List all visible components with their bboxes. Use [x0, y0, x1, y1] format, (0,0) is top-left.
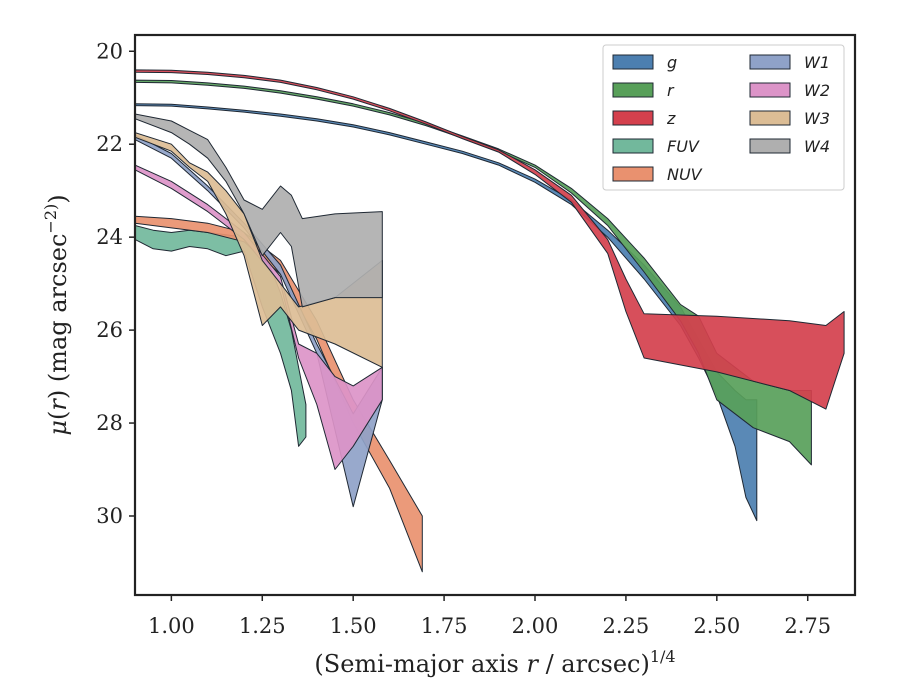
- y-tick-label: 24: [96, 225, 123, 249]
- legend-label: W3: [804, 109, 830, 128]
- legend-label: W1: [804, 53, 830, 72]
- x-tick-label: 1.00: [148, 614, 195, 638]
- legend: grz FUV NUV W1 W2 W3 W4: [602, 44, 845, 191]
- y-axis-label: μ(r) (mag arcsec−2)): [41, 194, 72, 435]
- x-tick-label: 2.00: [512, 614, 559, 638]
- legend-swatch: [612, 110, 654, 126]
- legend-label: g: [667, 53, 677, 72]
- legend-swatch: [612, 166, 654, 182]
- x-tick-label: 1.25: [239, 614, 286, 638]
- legend-label: z: [666, 109, 676, 128]
- band-w3: [135, 132, 383, 368]
- y-tick-label: 20: [96, 39, 123, 63]
- x-tick-label: 1.75: [421, 614, 468, 638]
- x-tick-label: 1.50: [330, 614, 377, 638]
- legend-swatch: [749, 110, 791, 126]
- series-layer: [135, 69, 845, 573]
- legend-swatch: [749, 82, 791, 98]
- legend-swatch: [612, 138, 654, 154]
- y-tick-label: 22: [96, 132, 123, 156]
- x-tick-label: 2.25: [603, 614, 650, 638]
- band-z: [135, 69, 845, 410]
- y-tick-label: 28: [96, 411, 123, 435]
- legend-label: FUV: [667, 137, 700, 156]
- legend-swatch: [749, 138, 791, 154]
- legend-swatch: [612, 82, 654, 98]
- legend-swatch: [612, 54, 654, 70]
- legend-swatch: [749, 54, 791, 70]
- plot-frame: [133, 33, 857, 597]
- legend-label: NUV: [667, 165, 703, 184]
- band-g: [135, 103, 758, 522]
- legend-label: r: [667, 81, 675, 100]
- band-r: [135, 79, 812, 466]
- y-tick-label: 30: [96, 504, 123, 528]
- legend-box: [602, 44, 845, 191]
- legend-label: W2: [804, 81, 830, 100]
- x-tick-label: 2.50: [693, 614, 740, 638]
- x-tick-label: 2.75: [784, 614, 831, 638]
- x-axis-label: (Semi-major axis r / arcsec)1/4: [314, 647, 675, 678]
- y-tick-label: 26: [96, 318, 123, 342]
- band-w4: [135, 113, 383, 308]
- legend-label: W4: [804, 137, 830, 156]
- axes-layer: 1.00 1.25 1.50 1.75 2.00 2.25 2.50 2.75 20 22 24 26…: [96, 33, 857, 638]
